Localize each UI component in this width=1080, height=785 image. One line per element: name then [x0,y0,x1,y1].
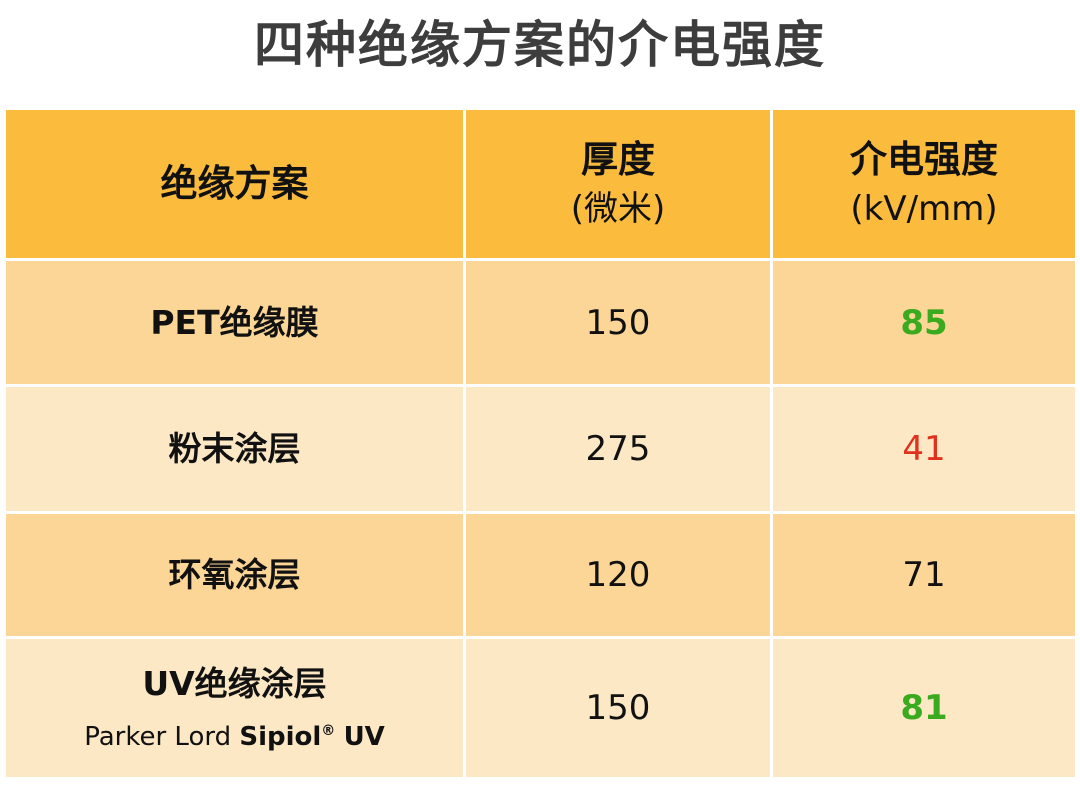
cell-strength: 81 [773,639,1075,777]
brand-line: Parker Lord Sipiol® UV [84,713,385,755]
brand-company: Parker Lord [84,722,232,752]
cell-strength: 41 [773,387,1075,511]
brand-product: Sipiol [239,722,322,752]
header-cell-scheme: 绝缘方案 [6,110,463,258]
cell-scheme: 环氧涂层 [6,514,463,636]
cell-thickness: 150 [466,261,770,384]
table-row: 环氧涂层 120 71 [6,514,1075,636]
thickness-value: 150 [585,302,651,343]
header-unit: (微米) [570,189,666,229]
header-label: 厚度 [581,138,655,181]
header-cell-strength: 介电强度 (kV/mm) [773,110,1075,258]
strength-value: 41 [902,429,946,469]
page-title: 四种绝缘方案的介电强度 [254,16,826,74]
scheme-name: UV绝缘涂层 [142,664,327,703]
header-cell-thickness: 厚度 (微米) [466,110,770,258]
cell-scheme: 粉末涂层 [6,387,463,511]
cell-strength: 85 [773,261,1075,384]
table-row: 粉末涂层 275 41 [6,387,1075,511]
brand-suffix: UV [343,722,385,752]
thickness-value: 275 [585,429,651,469]
strength-value: 81 [900,688,948,728]
cell-thickness: 150 [466,639,770,777]
strength-value: 71 [902,555,946,595]
table-header-row: 绝缘方案 厚度 (微米) 介电强度 (kV/mm) [6,110,1075,258]
strength-value: 85 [900,302,948,343]
cell-strength: 71 [773,514,1075,636]
thickness-value: 150 [585,688,651,728]
table-row: UV绝缘涂层 Parker Lord Sipiol® UV 150 81 [6,639,1075,777]
scheme-name: PET绝缘膜 [150,302,319,342]
scheme-name: 粉末涂层 [168,429,301,468]
cell-thickness: 120 [466,514,770,636]
cell-scheme: PET绝缘膜 [6,261,463,384]
cell-scheme: UV绝缘涂层 Parker Lord Sipiol® UV [6,639,463,777]
header-label: 介电强度 [850,138,998,181]
header-unit: (kV/mm) [850,189,998,229]
scheme-name: 环氧涂层 [168,555,301,594]
thickness-value: 120 [585,555,651,595]
cell-thickness: 275 [466,387,770,511]
registered-mark: ® [321,723,336,739]
table-row: PET绝缘膜 150 85 [6,261,1075,384]
header-label: 绝缘方案 [160,162,309,205]
